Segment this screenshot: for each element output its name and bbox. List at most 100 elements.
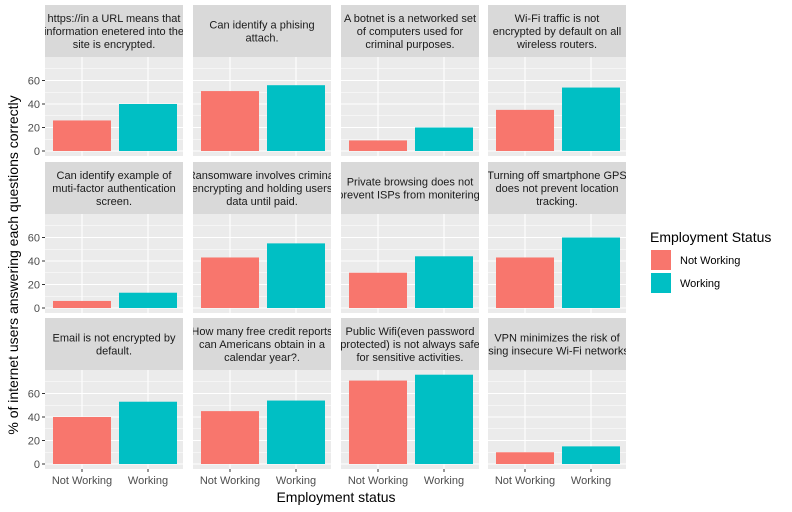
y-tick-label: 20	[28, 436, 40, 448]
legend-label-not-working: Not Working	[680, 255, 740, 267]
x-tick-label-not-working: Not Working	[495, 475, 555, 487]
facet-strip-background	[341, 5, 479, 57]
bar-not-working	[349, 380, 407, 464]
facet-title-line: Public Wifi(even password	[346, 326, 475, 338]
bar-not-working	[201, 411, 259, 464]
facet-title-line: attach.	[245, 33, 278, 45]
bar-working	[415, 256, 473, 308]
x-tick-label-not-working: Not Working	[348, 475, 408, 487]
facet-strip-background	[488, 162, 626, 214]
facet-title-line: Can identify example of	[57, 170, 173, 182]
x-tick-label-not-working: Not Working	[52, 475, 112, 487]
y-tick-label: 40	[28, 256, 40, 268]
bar-working	[562, 237, 620, 308]
legend-key-working	[651, 273, 671, 293]
facet-strip-background	[488, 5, 626, 57]
facet-title-line: can Americans obtain in a	[199, 339, 326, 351]
facet-title-line: does not prevent location	[496, 183, 619, 195]
facet-title-line: How many free credit reports	[191, 326, 333, 338]
facet-title-line: site is encrypted.	[73, 39, 156, 51]
facet-strip-background	[193, 318, 331, 370]
x-tick-label-not-working: Not Working	[200, 475, 260, 487]
bar-working	[267, 85, 325, 151]
facet-title-line: data until paid.	[226, 196, 298, 208]
bar-not-working	[496, 257, 554, 308]
facet-title-line: Turning off smartphone GPS	[487, 170, 626, 182]
bar-working	[562, 87, 620, 151]
facet-title-line: for sensitive activities.	[357, 352, 464, 364]
facet-title-line: tracking.	[536, 196, 578, 208]
bar-not-working	[53, 120, 111, 151]
facet-strip-background	[193, 5, 331, 57]
facet-strip-background	[341, 162, 479, 214]
y-tick-label: 0	[34, 146, 40, 158]
facet-title-line: using insecure Wi-Fi networks.	[482, 346, 632, 358]
y-tick-label: 0	[34, 303, 40, 315]
bar-working	[119, 401, 177, 464]
y-tick-label: 60	[28, 76, 40, 88]
facet-title-line: Private browsing does not	[347, 177, 474, 189]
bar-working	[415, 127, 473, 151]
bar-working	[119, 292, 177, 308]
bar-working	[415, 374, 473, 464]
facet-title-line: wireless routers.	[516, 39, 597, 51]
x-tick-label-working: Working	[128, 475, 168, 487]
y-tick-label: 20	[28, 123, 40, 135]
y-axis-title: % of internet users answering each quest…	[5, 95, 21, 434]
facet-strip-background	[193, 162, 331, 214]
facet-title-line: criminal purposes.	[365, 39, 454, 51]
bar-working	[267, 243, 325, 308]
bar-working	[267, 400, 325, 464]
x-axis-title: Employment status	[276, 489, 395, 505]
y-tick-label: 60	[28, 389, 40, 401]
facet-title-line: muti-factor authentication	[52, 183, 176, 195]
legend-label-working: Working	[680, 278, 720, 290]
bar-not-working	[349, 140, 407, 151]
facet-title-line: information enetered into the	[44, 26, 184, 38]
facet-title-line: Ransomware involves criminal	[188, 170, 337, 182]
bar-not-working	[496, 452, 554, 464]
legend: Employment Status Not Working Working	[650, 229, 771, 293]
facet-title-line: encrypting and holding users	[192, 183, 333, 195]
facet-strip-background	[488, 318, 626, 370]
bar-not-working	[201, 91, 259, 151]
facet-title-line: Email is not encrypted by	[53, 333, 176, 345]
y-tick-label: 40	[28, 412, 40, 424]
facet-strip-background	[45, 162, 183, 214]
legend-title: Employment Status	[650, 229, 771, 245]
facet-title-line: A botnet is a networked set	[344, 13, 476, 25]
facet-title-line: default.	[96, 346, 132, 358]
bar-working	[119, 104, 177, 151]
y-tick-label: 60	[28, 233, 40, 245]
facet-title-line: prevent ISPs from monitering.	[337, 190, 483, 202]
facet-strip-background	[45, 318, 183, 370]
facet-strip-background	[341, 318, 479, 370]
facet-title-line: https://in a URL means that	[48, 13, 181, 25]
facet-title-line: of computers used for	[357, 26, 464, 38]
legend-key-not-working	[651, 250, 671, 270]
facet-strip-background	[45, 5, 183, 57]
facet-title-line: VPN minimizes the risk of	[494, 333, 620, 345]
facet-title-line: encrypted by default on all	[493, 26, 621, 38]
